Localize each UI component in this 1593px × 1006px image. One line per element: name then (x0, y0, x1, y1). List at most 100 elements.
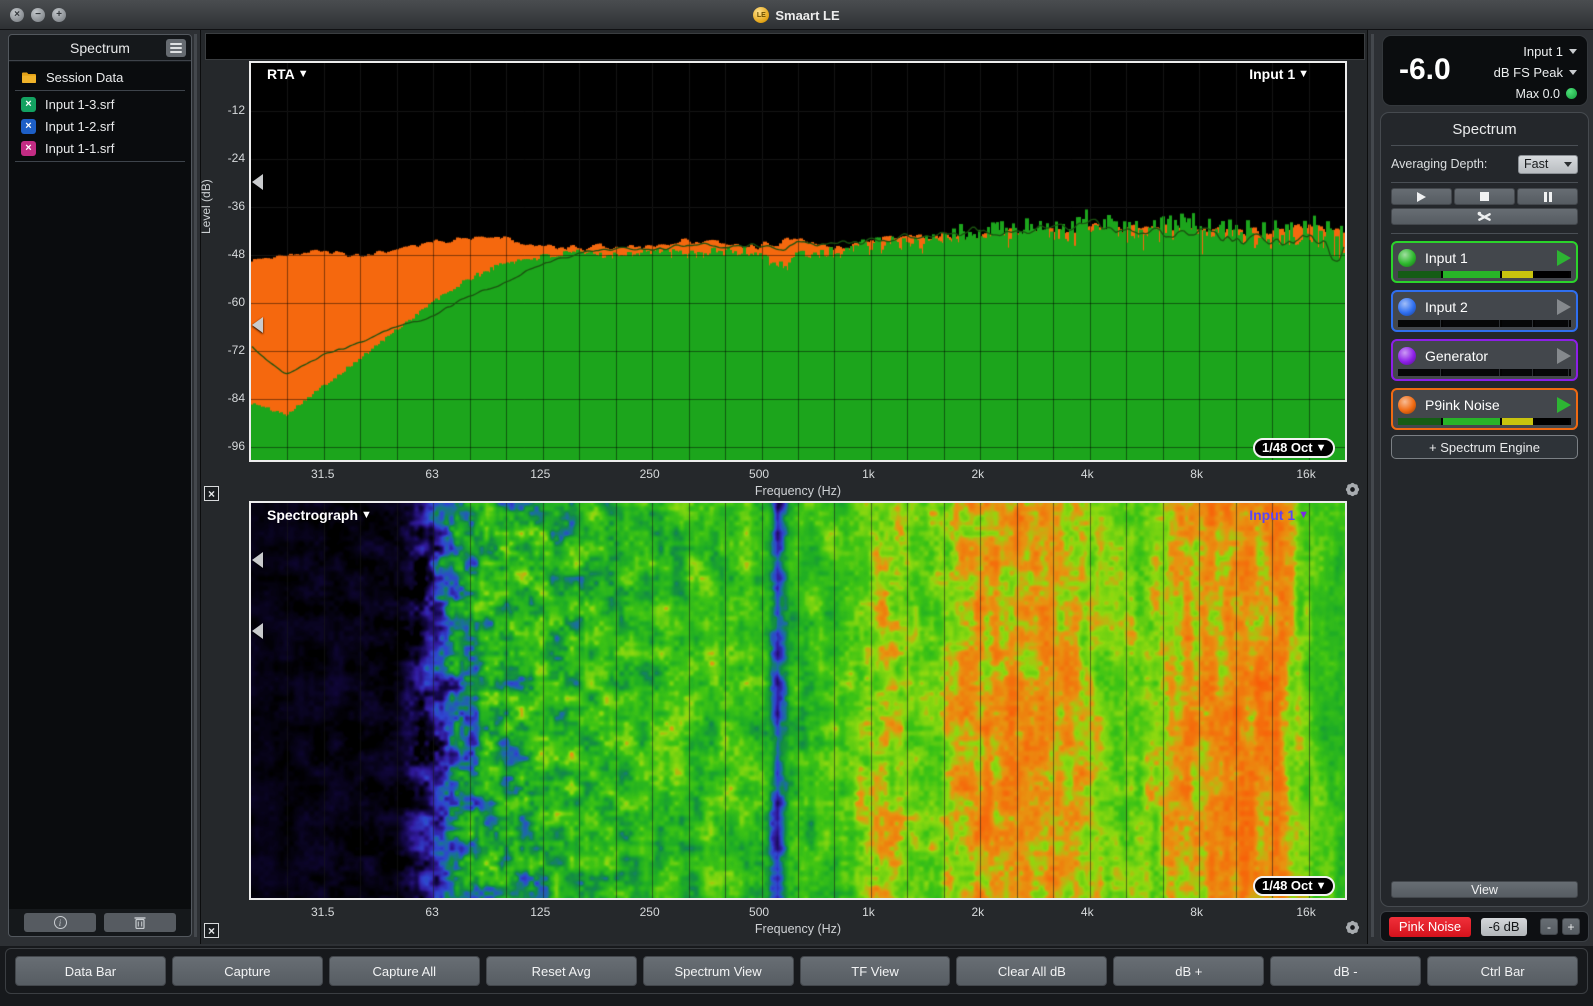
hamburger-menu-icon[interactable] (166, 39, 186, 57)
play-button[interactable] (1391, 188, 1452, 205)
close-window-icon[interactable]: × (10, 8, 24, 22)
caret-down-icon (1569, 49, 1577, 54)
list-item-label: Input 1-2.srf (45, 118, 115, 134)
rta-type-selector[interactable]: RTA ▼ (267, 66, 309, 82)
channel-play-icon[interactable] (1557, 347, 1571, 364)
rta-source-selector[interactable]: Input 1 ▼ (1249, 66, 1309, 82)
channel-play-icon[interactable] (1557, 298, 1571, 315)
caret-down-icon: ▼ (1315, 441, 1327, 454)
spectrograph-plot[interactable] (249, 501, 1347, 900)
level-meter-box: -6.0 Input 1 dB FS Peak Max 0.0 (1382, 35, 1588, 106)
averaging-depth-select[interactable]: Fast (1518, 154, 1578, 174)
pink-noise-button[interactable]: Pink Noise (1389, 916, 1471, 937)
channel-button-input-2[interactable]: Input 2 (1391, 290, 1578, 332)
meter-max-readout: Max 0.0 (1516, 83, 1577, 104)
channel-status-ball (1398, 297, 1416, 316)
rta-x-axis-ticks: 31.5 63 125 250 500 1k 2k 4k 8k 16k (251, 467, 1345, 483)
pause-button[interactable] (1517, 188, 1578, 205)
channel-status-ball (1398, 395, 1416, 414)
engine-settings-button[interactable] (1391, 208, 1578, 225)
control-bar-button-capture-all[interactable]: Capture All (328, 956, 480, 986)
x-tick-label: 8k (1190, 467, 1203, 481)
spectrograph-type-selector[interactable]: Spectrograph ▼ (267, 507, 372, 523)
x-tick-label: 1k (862, 905, 875, 919)
x-tick-label: 500 (749, 467, 770, 481)
rta-x-axis-label: Frequency (Hz) (754, 484, 842, 498)
spectrograph-locator-handle-icon[interactable] (252, 623, 263, 639)
spectrograph-close-icon[interactable]: × (204, 923, 219, 938)
control-bar-button-db-[interactable]: dB + (1113, 956, 1265, 986)
graph-area: RTA ▼ Input 1 ▼ 1/48 Oct ▼ Level (dB) -12 -2… (199, 30, 1368, 944)
x-tick-label: 16k (1296, 905, 1316, 919)
spectrograph-x-axis-label: Frequency (Hz) (754, 922, 842, 936)
minimize-window-icon[interactable]: − (31, 8, 45, 22)
delete-button[interactable] (104, 913, 176, 932)
channel-play-icon[interactable] (1557, 396, 1571, 413)
control-bar-button-spectrum-view[interactable]: Spectrum View (642, 956, 794, 986)
rta-close-icon[interactable]: × (204, 486, 219, 501)
x-tick-label: 2k (971, 905, 985, 919)
x-tick-label: 2k (971, 467, 985, 481)
channel-button-p9ink-noise[interactable]: P9ink Noise (1391, 388, 1578, 430)
spectrograph-x-axis-ticks: 31.5 63 125 250 500 1k 2k 4k 8k 16k (251, 905, 1345, 921)
rta-plot[interactable] (249, 61, 1347, 462)
rta-resolution-selector[interactable]: 1/48 Oct ▼ (1253, 438, 1336, 458)
data-bar-strip (205, 33, 1365, 60)
y-tick-label: -96 (227, 439, 245, 453)
list-item[interactable]: × Input 1-3.srf (9, 93, 191, 115)
spectrograph-settings-gear-icon[interactable] (1344, 919, 1361, 936)
y-tick-label: -48 (227, 247, 245, 261)
list-item[interactable]: × Input 1-1.srf (9, 137, 191, 159)
y-tick-label: -24 (227, 151, 245, 165)
control-bar: Data Bar Capture Capture All Reset Avg Spect… (0, 946, 1593, 1006)
spectrograph-locator-handle-icon[interactable] (252, 552, 263, 568)
channel-button-input-1[interactable]: Input 1 (1391, 241, 1578, 283)
channel-level-meter (1398, 369, 1571, 376)
rta-locator-handle-icon[interactable] (252, 317, 263, 333)
stop-icon (1480, 192, 1489, 201)
rta-y-axis-label: Level (dB) (199, 179, 213, 234)
list-divider (15, 161, 185, 162)
play-icon (1417, 191, 1426, 202)
generator-level-display[interactable]: -6 dB (1481, 917, 1527, 936)
generator-level-increase-button[interactable]: + (1562, 918, 1580, 935)
control-bar-button-ctrl-bar[interactable]: Ctrl Bar (1427, 956, 1579, 986)
add-spectrum-engine-button[interactable]: + Spectrum Engine (1391, 435, 1578, 459)
caret-down-icon: ▼ (297, 67, 309, 80)
panel-title: Spectrum (1452, 121, 1517, 138)
control-bar-button-tf-view[interactable]: TF View (799, 956, 951, 986)
sidebar-divider[interactable] (194, 34, 197, 937)
channel-button-generator[interactable]: Generator (1391, 339, 1578, 381)
caret-down-icon: ▼ (1298, 67, 1309, 80)
stop-button[interactable] (1454, 188, 1515, 205)
control-bar-button-db-[interactable]: dB - (1270, 956, 1422, 986)
meter-channel-selector[interactable]: Input 1 (1523, 41, 1577, 62)
view-button[interactable]: View (1391, 881, 1578, 898)
spectrograph-source-selector[interactable]: Input 1 ▼ (1249, 507, 1309, 523)
list-item[interactable]: × Input 1-2.srf (9, 115, 191, 137)
info-button[interactable]: i (24, 913, 96, 932)
list-item-label: Input 1-3.srf (45, 96, 115, 112)
y-tick-label: -60 (227, 295, 245, 309)
x-tick-label: 125 (530, 905, 551, 919)
meter-unit-selector[interactable]: dB FS Peak (1494, 62, 1577, 83)
control-bar-button-clear-all-db[interactable]: Clear All dB (956, 956, 1108, 986)
channel-play-icon[interactable] (1557, 249, 1571, 266)
list-divider (15, 90, 185, 91)
control-bar-button-data-bar[interactable]: Data Bar (15, 956, 166, 986)
zoom-window-icon[interactable]: + (52, 8, 66, 22)
control-bar-button-capture[interactable]: Capture (171, 956, 323, 986)
x-tick-label: 63 (425, 905, 439, 919)
generator-level-decrease-button[interactable]: - (1540, 918, 1558, 935)
spectrum-sidebar: Spectrum Session Data × Input 1-3.srf × Inpu… (8, 34, 192, 937)
control-bar-button-reset-avg[interactable]: Reset Avg (485, 956, 637, 986)
list-item[interactable]: Session Data (9, 66, 191, 88)
session-data-list: Session Data × Input 1-3.srf × Input 1-2.srf… (9, 62, 191, 909)
x-tick-label: 31.5 (311, 905, 335, 919)
rta-settings-gear-icon[interactable] (1344, 481, 1361, 498)
caret-down-icon: ▼ (1315, 879, 1327, 892)
rta-locator-handle-icon[interactable] (252, 174, 263, 190)
right-panel-divider[interactable] (1371, 34, 1374, 937)
spectrograph-resolution-selector[interactable]: 1/48 Oct ▼ (1253, 876, 1336, 896)
averaging-depth-label: Averaging Depth: (1391, 157, 1488, 171)
